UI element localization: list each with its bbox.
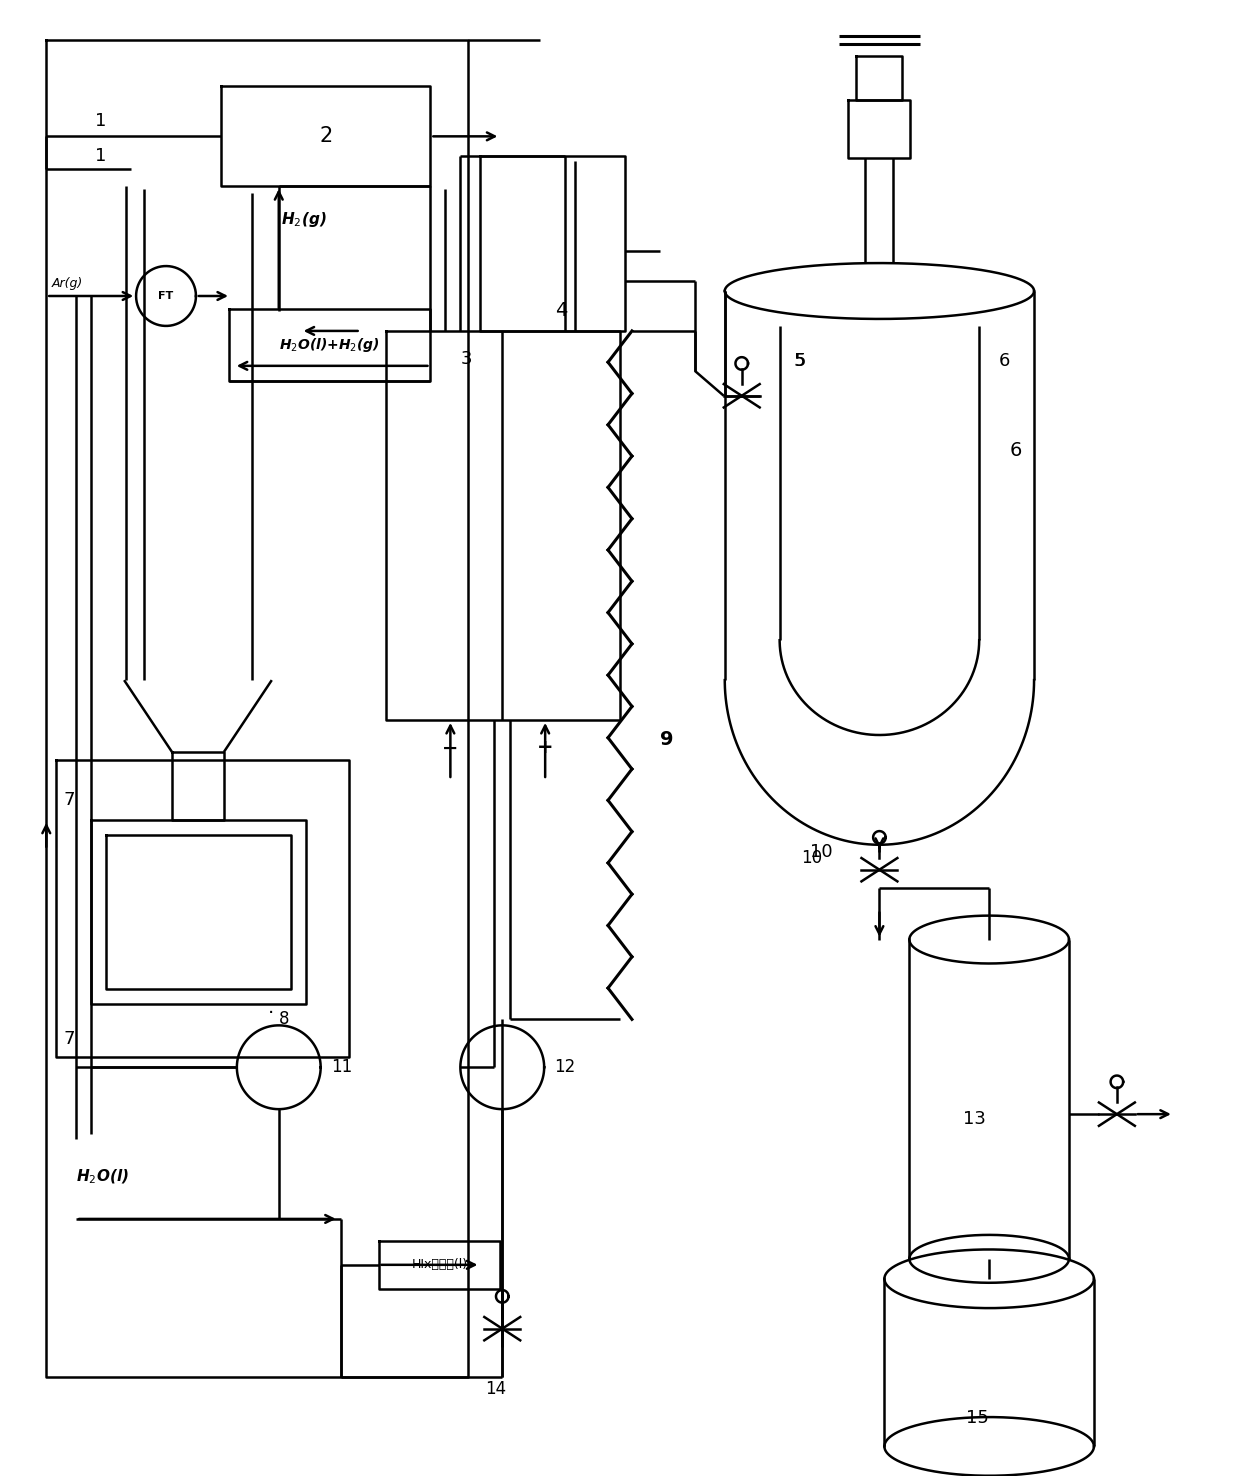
Text: 4: 4 — [556, 302, 568, 321]
Text: 10: 10 — [810, 842, 832, 860]
Text: FT: FT — [159, 291, 174, 302]
Text: 3: 3 — [460, 350, 472, 368]
Text: 10: 10 — [801, 848, 822, 866]
Text: HIx精馏液(l): HIx精馏液(l) — [412, 1258, 467, 1271]
Text: 1: 1 — [95, 148, 107, 166]
Text: Ar(g): Ar(g) — [51, 276, 83, 290]
Text: 7: 7 — [63, 791, 74, 808]
Text: .: . — [268, 998, 274, 1017]
Text: 14: 14 — [485, 1379, 506, 1398]
Text: 6: 6 — [1009, 440, 1022, 460]
Text: H$_2$O(l): H$_2$O(l) — [76, 1168, 129, 1187]
Text: +: + — [537, 739, 553, 758]
Text: 11: 11 — [331, 1058, 352, 1076]
Text: H$_2$(g): H$_2$(g) — [280, 210, 326, 229]
Text: −: − — [443, 739, 459, 758]
Text: 5: 5 — [794, 352, 805, 370]
Text: 15: 15 — [966, 1410, 988, 1428]
Text: H$_2$O(l)+H$_2$(g): H$_2$O(l)+H$_2$(g) — [279, 336, 381, 353]
Text: 13: 13 — [962, 1110, 986, 1128]
Text: 8: 8 — [279, 1011, 289, 1029]
Text: 5: 5 — [795, 352, 806, 370]
Text: 7: 7 — [63, 1030, 74, 1048]
Text: 9: 9 — [660, 730, 673, 749]
Text: 6: 6 — [999, 352, 1011, 370]
Text: 12: 12 — [554, 1058, 575, 1076]
Text: 1: 1 — [95, 112, 107, 130]
Text: 2: 2 — [319, 126, 332, 146]
